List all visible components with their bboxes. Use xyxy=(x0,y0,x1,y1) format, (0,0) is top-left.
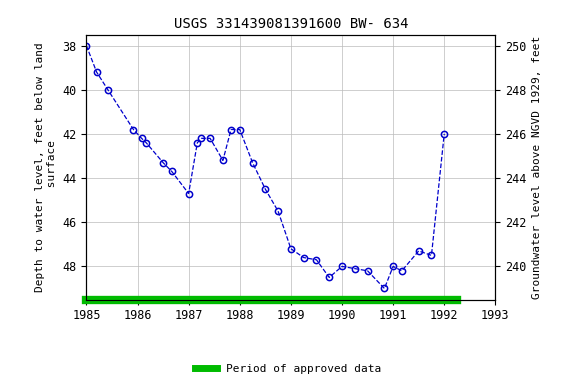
Y-axis label: Depth to water level, feet below land
 surface: Depth to water level, feet below land su… xyxy=(35,42,57,292)
Legend: Period of approved data: Period of approved data xyxy=(191,359,385,379)
Title: USGS 331439081391600 BW- 634: USGS 331439081391600 BW- 634 xyxy=(173,17,408,31)
Y-axis label: Groundwater level above NGVD 1929, feet: Groundwater level above NGVD 1929, feet xyxy=(532,35,542,299)
